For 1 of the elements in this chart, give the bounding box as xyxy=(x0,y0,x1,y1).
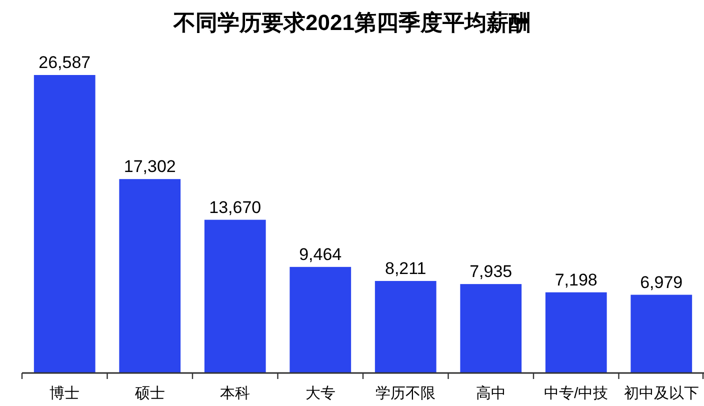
title: 不同学历要求2021第四季度平均薪酬 xyxy=(174,10,530,35)
